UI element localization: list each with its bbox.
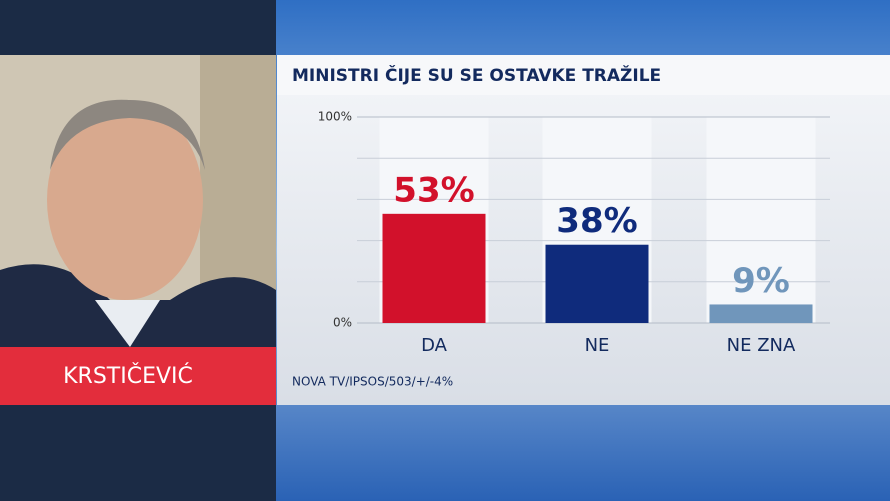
name-band <box>0 347 276 405</box>
y-tick-label: 100% <box>318 110 352 124</box>
chart-title: MINISTRI ČIJE SU SE OSTAVKE TRAŽILE <box>292 64 661 86</box>
bar <box>382 213 486 323</box>
title-bar <box>277 55 890 95</box>
bar <box>545 244 649 323</box>
source: NOVA TV/IPSOS/503/+/-4% <box>292 375 453 389</box>
plot: 0% 100% DA 53% NE 38% NE ZNA 9% <box>318 110 830 356</box>
column-background <box>706 117 816 323</box>
value-label: 38% <box>556 201 637 241</box>
value-label: 53% <box>393 170 474 210</box>
photo <box>0 55 276 347</box>
x-tick-label: NE ZNA <box>727 335 796 356</box>
x-tick-label: NE <box>585 335 610 356</box>
x-tick-label: DA <box>421 335 448 356</box>
bar <box>709 304 813 323</box>
y-tick-label: 0% <box>333 316 352 330</box>
name-label: KRSTIČEVIĆ <box>63 363 193 389</box>
value-label: 9% <box>732 261 790 301</box>
